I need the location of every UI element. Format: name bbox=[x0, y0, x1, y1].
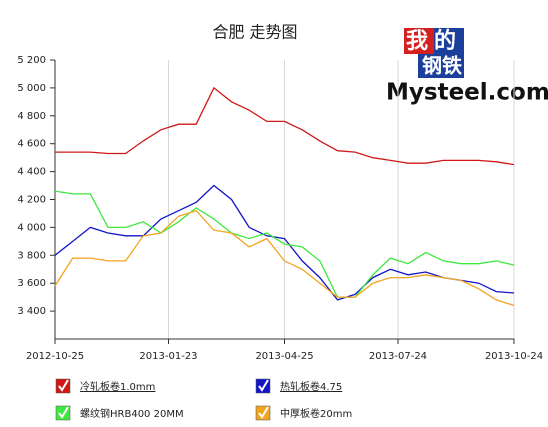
x-tick-label: 2013-01-23 bbox=[139, 351, 197, 362]
legend-check bbox=[258, 379, 269, 392]
logo-site: Mysteel.com bbox=[386, 80, 548, 106]
y-tick-label: 3 400 bbox=[17, 306, 46, 317]
y-tick-label: 4 800 bbox=[17, 111, 46, 122]
legend-check bbox=[258, 406, 269, 419]
legend-check bbox=[58, 379, 69, 392]
series-line bbox=[54, 184, 515, 301]
y-tick-label: 3 800 bbox=[17, 250, 46, 261]
y-tick-label: 4 600 bbox=[17, 139, 46, 150]
legend-label[interactable]: 螺纹钢HRB400 20MM bbox=[80, 407, 184, 420]
y-tick-label: 5 000 bbox=[17, 83, 46, 94]
legend-label[interactable]: 热轧板卷4.75 bbox=[280, 380, 342, 393]
x-tick-label: 2012-10-25 bbox=[26, 351, 84, 362]
logo-box bbox=[418, 54, 464, 78]
series-line bbox=[54, 209, 515, 307]
x-tick-label: 2013-04-25 bbox=[255, 351, 313, 362]
y-tick-label: 4 200 bbox=[17, 195, 46, 206]
y-tick-label: 5 200 bbox=[17, 55, 46, 66]
series-line bbox=[55, 86, 515, 166]
logo-box bbox=[434, 28, 464, 54]
series-line bbox=[54, 190, 515, 298]
y-tick-label: 4 000 bbox=[17, 222, 46, 233]
logo-text: 钢铁 bbox=[422, 54, 462, 78]
y-tick-label: 4 400 bbox=[17, 167, 46, 178]
legend-label[interactable]: 中厚板卷20mm bbox=[280, 407, 352, 420]
logo-text: 我的 bbox=[406, 28, 462, 54]
chart-title: 合肥 走势图 bbox=[212, 23, 297, 42]
legend-check bbox=[58, 406, 69, 419]
logo-box bbox=[404, 28, 434, 54]
x-tick-label: 2013-10-24 bbox=[485, 351, 543, 362]
x-tick-label: 2013-07-24 bbox=[369, 351, 427, 362]
legend-label[interactable]: 冷轧板卷1.0mm bbox=[80, 380, 155, 393]
y-tick-label: 3 600 bbox=[17, 278, 46, 289]
